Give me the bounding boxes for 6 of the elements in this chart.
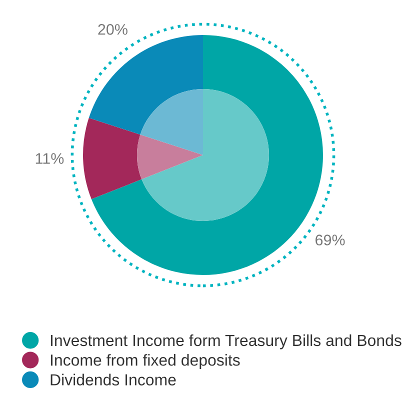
- data-label: 69%: [316, 234, 345, 246]
- legend-label: Investment Income form Treasury Bills and Bonds: [50, 334, 402, 350]
- data-label: 11%: [36, 153, 64, 164]
- legend-label: Dividends Income: [50, 374, 176, 386]
- data-label: 20%: [98, 24, 128, 35]
- legend-label: Income from fixed deposits: [50, 354, 240, 369]
